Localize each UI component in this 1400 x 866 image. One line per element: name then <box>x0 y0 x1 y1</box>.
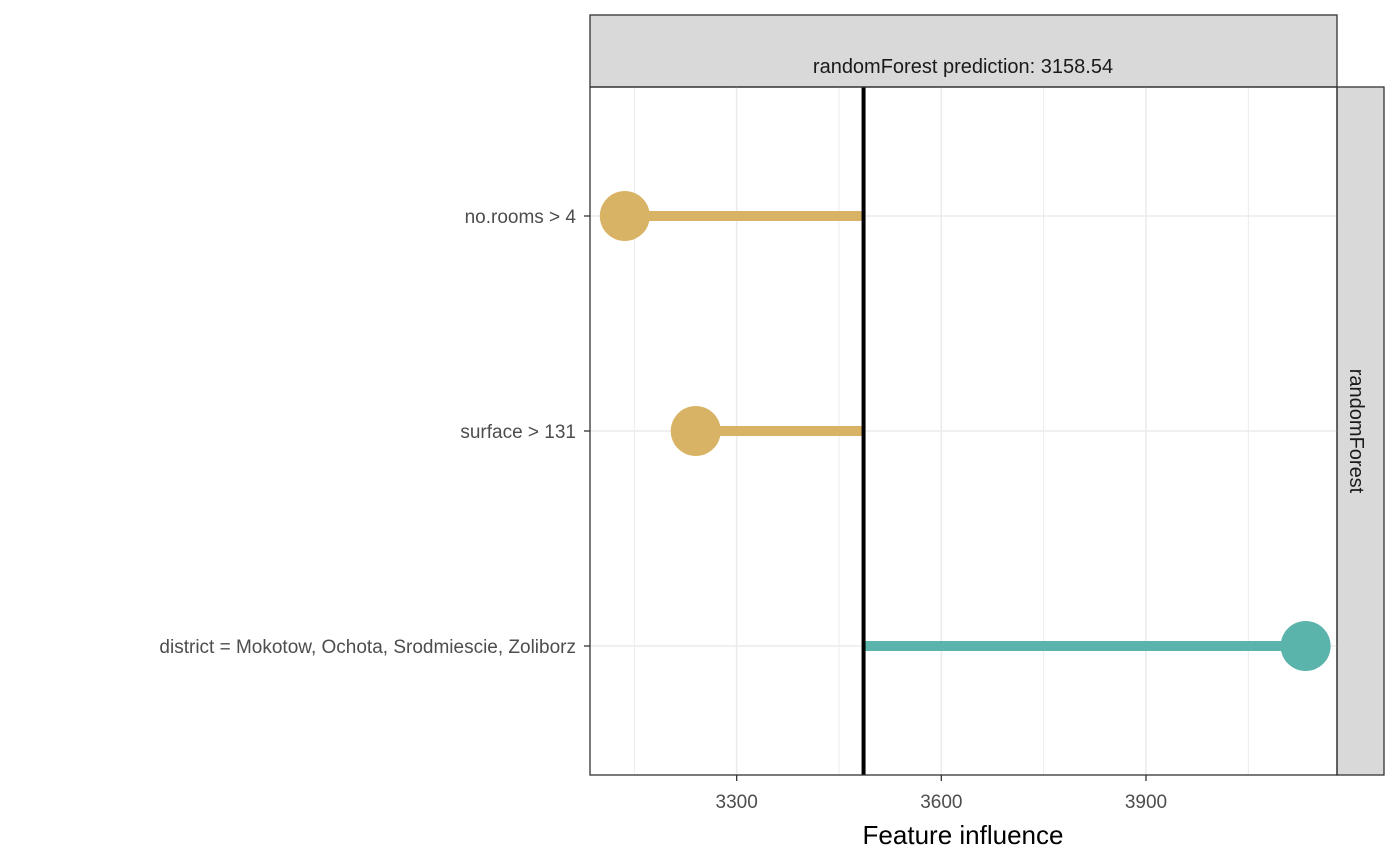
lollipop-point-1 <box>670 406 721 456</box>
x-tick-label-2: 3900 <box>1125 792 1167 813</box>
y-tick-label-1: surface > 131 <box>460 422 576 443</box>
strip-right <box>1336 86 1385 776</box>
y-axis: no.rooms > 4 surface > 131 district = Moko… <box>159 207 590 658</box>
x-tick-label-0: 3300 <box>716 792 758 813</box>
y-tick-label-2: district = Mokotow, Ochota, Srodmiescie,… <box>159 637 576 658</box>
x-tick-label-1: 3600 <box>920 792 962 813</box>
panel-title: randomForest prediction: 3158.54 <box>813 56 1113 78</box>
facet-label: randomForest <box>1345 369 1367 494</box>
x-axis-title: Feature influence <box>863 820 1064 850</box>
chart-marks <box>599 87 1331 775</box>
lollipop-point-2 <box>1280 621 1331 671</box>
y-tick-label-0: no.rooms > 4 <box>465 207 577 228</box>
x-axis: 3300 3600 3900 <box>716 775 1167 813</box>
strip-top <box>589 14 1338 88</box>
lollipop-point-0 <box>599 191 650 241</box>
